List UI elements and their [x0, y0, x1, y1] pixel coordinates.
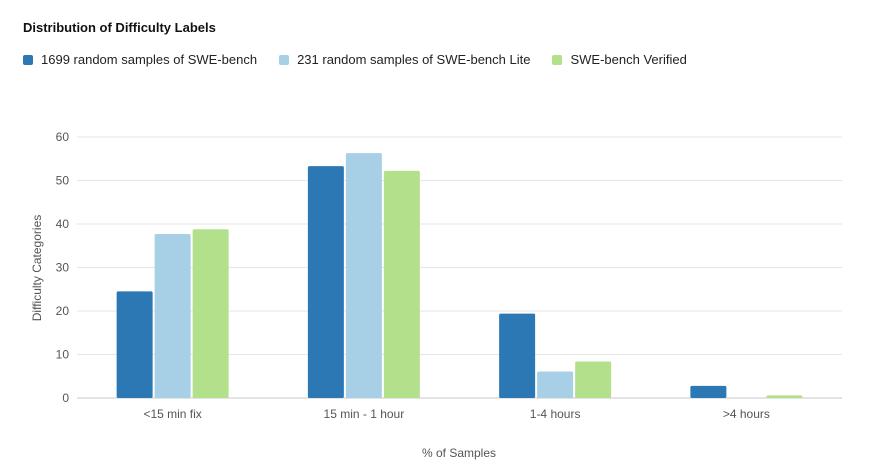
- legend-label-series-2: 231 random samples of SWE-bench Lite: [297, 52, 531, 67]
- legend-item-series-1: 1699 random samples of SWE-bench: [23, 52, 257, 67]
- bar-series-1-cat-2: [307, 166, 344, 398]
- legend-label-series-3: SWE-bench Verified: [570, 52, 687, 67]
- y-tick-label-30: 30: [56, 261, 70, 275]
- y-tick-label-50: 50: [56, 174, 70, 188]
- bar-series-3-cat-4: [766, 395, 803, 398]
- legend-item-series-3: SWE-bench Verified: [552, 52, 687, 67]
- y-tick-label-0: 0: [62, 391, 69, 405]
- bar-series-3-cat-3: [575, 361, 612, 398]
- chart-title: Distribution of Difficulty Labels: [23, 20, 216, 35]
- legend: 1699 random samples of SWE-bench 231 ran…: [23, 52, 709, 67]
- axis-layer: 0 10 20 30 40 50 60 <15 min fix 15 min - 1 hour 1…: [56, 130, 770, 421]
- bar-series-2-cat-1: [154, 234, 191, 398]
- legend-item-series-2: 231 random samples of SWE-bench Lite: [279, 52, 530, 67]
- y-tick-label-20: 20: [56, 304, 70, 318]
- bar-series-3-cat-1: [192, 229, 229, 398]
- bar-series-3-cat-2: [383, 170, 420, 398]
- legend-swatch-series-2: [279, 54, 290, 65]
- legend-label-series-1: 1699 random samples of SWE-bench: [41, 52, 258, 67]
- bar-series-1-cat-3: [499, 313, 536, 398]
- bars-layer: [116, 153, 803, 398]
- bar-series-2-cat-3: [537, 371, 574, 398]
- y-axis-title: Difficulty Categories: [30, 215, 44, 322]
- bar-series-1-cat-4: [690, 385, 727, 398]
- x-tick-label-2: 15 min - 1 hour: [324, 407, 405, 421]
- bar-series-2-cat-2: [345, 153, 382, 398]
- y-tick-label-10: 10: [56, 348, 70, 362]
- y-tick-label-60: 60: [56, 130, 70, 144]
- x-tick-label-3: 1-4 hours: [530, 407, 581, 421]
- y-tick-label-40: 40: [56, 217, 70, 231]
- legend-swatch-series-1: [23, 54, 33, 65]
- x-tick-label-4: >4 hours: [723, 407, 770, 421]
- x-tick-label-1: <15 min fix: [143, 407, 201, 421]
- legend-swatch-series-3: [552, 54, 563, 65]
- x-axis-title: % of Samples: [422, 446, 496, 460]
- bar-series-1-cat-1: [116, 291, 153, 398]
- grid-layer: [77, 136, 842, 399]
